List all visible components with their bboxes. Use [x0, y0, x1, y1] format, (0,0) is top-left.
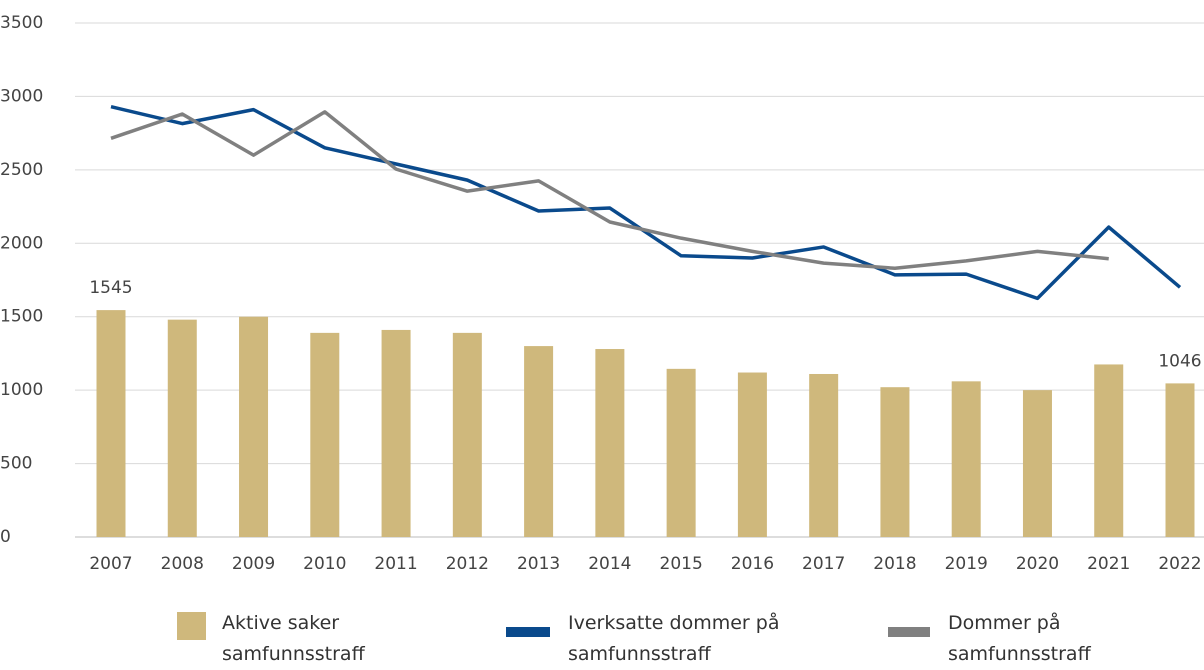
x-tick-label: 2010 — [303, 554, 346, 574]
y-tick-label: 1500 — [0, 307, 43, 327]
data-label: 1046 — [1158, 351, 1201, 371]
bar — [809, 373, 839, 537]
x-tick-label: 2007 — [89, 554, 132, 574]
legend-label: Dommer på samfunnsstraff — [948, 612, 1091, 665]
line — [110, 110, 1109, 271]
x-tick-label: 2018 — [873, 554, 916, 574]
legend-entry: Iverksatte dommer på samfunnsstraff — [506, 608, 788, 670]
bar — [1022, 390, 1052, 537]
x-tick-label: 2016 — [731, 554, 774, 574]
bar — [595, 349, 625, 537]
chart: 0 500 1000 1500 2000 2500 3000 3500 2007 2008 2009… — [0, 13, 1204, 574]
legend-swatch — [506, 627, 550, 637]
x-tick-label: 2022 — [1158, 554, 1201, 574]
x-tick-label: 2009 — [232, 554, 275, 574]
x-tick-label: 2013 — [517, 554, 560, 574]
bar — [524, 346, 554, 537]
legend-entry: Aktive saker samfunnsstraff — [177, 608, 442, 670]
x-tick-label: 2021 — [1087, 554, 1130, 574]
x-tick-label: 2012 — [446, 554, 489, 574]
bar — [880, 387, 910, 537]
x-tick-label: 2014 — [588, 554, 631, 574]
data-label: 1545 — [89, 278, 132, 298]
y-tick-label: 3000 — [0, 86, 43, 106]
bar — [452, 332, 482, 537]
bar — [737, 372, 767, 537]
x-tick-label: 2015 — [660, 554, 703, 574]
y-tick-label: 1000 — [0, 380, 43, 400]
legend-swatch — [888, 627, 930, 637]
x-tick-label: 2008 — [161, 554, 204, 574]
y-tick-label: 500 — [0, 454, 32, 474]
bar — [381, 329, 411, 537]
line — [110, 105, 1182, 301]
x-tick-label: 2017 — [802, 554, 845, 574]
legend-label: Aktive saker samfunnsstraff — [222, 612, 365, 665]
bar — [1165, 383, 1195, 537]
y-tick-label: 2000 — [0, 233, 43, 253]
bar — [239, 316, 269, 537]
bar — [951, 381, 981, 537]
y-tick-label: 3500 — [0, 13, 43, 33]
y-tick-label: 0 — [0, 527, 11, 547]
x-tick-label: 2011 — [374, 554, 417, 574]
legend-swatch — [177, 612, 206, 640]
bar — [310, 332, 340, 537]
y-tick-label: 2500 — [0, 160, 43, 180]
x-tick-label: 2019 — [945, 554, 988, 574]
bar — [666, 368, 696, 537]
legend-entry: Dommer på samfunnsstraff — [888, 608, 1168, 670]
bar — [96, 310, 126, 537]
legend-label: Iverksatte dommer på samfunnsstraff — [568, 612, 780, 665]
x-tick-label: 2020 — [1016, 554, 1059, 574]
bar — [167, 319, 197, 537]
bar — [1094, 364, 1124, 537]
